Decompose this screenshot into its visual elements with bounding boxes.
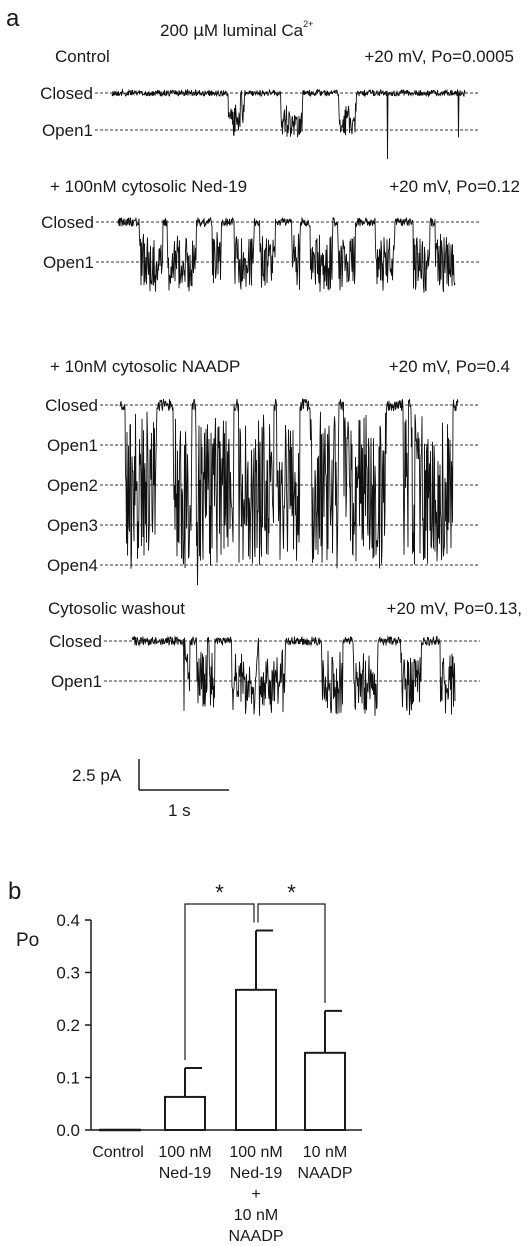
y-tick-label: 0.4 xyxy=(56,911,80,930)
significance-star: * xyxy=(215,880,224,905)
bar xyxy=(164,1095,206,1132)
panel-a: a 200 μM luminal Ca2+ Control +20 mV, Po=… xyxy=(6,5,522,820)
category-label: 10 nM xyxy=(234,1207,278,1224)
current-trace xyxy=(111,88,466,160)
category-label-list: Control 100 nM Ned-19 100 nM Ned-19 +10 nM NAA… xyxy=(92,1144,352,1245)
bar-list xyxy=(99,929,346,1132)
panel-b: b Po 0.00.10.20.30.4 * * Control 100 nMNed… xyxy=(8,878,362,1245)
y-tick-list: 0.0 0.1 0.2 0.3 0.4 xyxy=(56,911,91,1140)
y-tick-label: 0.1 xyxy=(56,1069,80,1088)
level-label: Closed xyxy=(41,213,94,232)
panel-b-letter: b xyxy=(8,878,21,905)
trace-condition-label: + 100nM cytosolic Ned-19 xyxy=(50,177,247,196)
panel-a-letter: a xyxy=(6,5,20,32)
trace-panel: Control +20 mV, Po=0.0005 Closed Open1 xyxy=(40,47,514,160)
category-label: Ned-19 xyxy=(230,1165,283,1182)
y-tick-label: 0.2 xyxy=(56,1016,80,1035)
current-trace xyxy=(119,398,459,586)
category-label: Ned-19 xyxy=(159,1165,212,1182)
current-trace xyxy=(117,216,456,293)
y-axis-label: Po xyxy=(16,930,39,951)
scale-bar: 2.5 pA 1 s xyxy=(72,759,229,820)
luminal-calcium-header: 200 μM luminal Ca2+ xyxy=(160,19,313,41)
trace-condition-label: + 10nM cytosolic NAADP xyxy=(50,357,240,376)
category-label: NAADP xyxy=(297,1165,352,1182)
category-label: + xyxy=(251,1186,260,1203)
significance-bracket xyxy=(184,903,255,1061)
level-label: Open2 xyxy=(47,476,98,495)
level-label: Open4 xyxy=(47,556,98,575)
category-label: 100 nM xyxy=(229,1144,282,1161)
trace-voltage-po-label: +20 mV, Po=0.13, xyxy=(387,599,522,618)
significance-brackets: * * xyxy=(184,880,326,1061)
level-label: Closed xyxy=(45,396,98,415)
level-label: Open1 xyxy=(51,672,102,691)
category-label: 10 nM xyxy=(303,1144,347,1161)
y-tick-label: 0.3 xyxy=(56,964,80,983)
category-label: Control xyxy=(92,1144,144,1161)
level-label: Closed xyxy=(40,84,93,103)
trace-condition-label: Control xyxy=(55,47,110,66)
trace-panel: Cytosolic washout +20 mV, Po=0.13, Closed O… xyxy=(48,599,522,716)
trace-panel: + 10nM cytosolic NAADP +20 mV, Po=0.4 Clos… xyxy=(45,357,510,586)
trace-voltage-po-label: +20 mV, Po=0.0005 xyxy=(364,47,514,66)
current-trace xyxy=(131,635,456,716)
trace-condition-label: Cytosolic washout xyxy=(48,599,185,618)
bar xyxy=(304,1051,346,1131)
trace-voltage-po-label: +20 mV, Po=0.4 xyxy=(389,357,510,376)
trace-voltage-po-label: +20 mV, Po=0.12 xyxy=(389,177,520,196)
bar xyxy=(235,988,277,1132)
category-label: NAADP xyxy=(228,1228,283,1245)
scale-bar-time-label: 1 s xyxy=(168,801,191,820)
level-label: Closed xyxy=(49,632,102,651)
level-label: Open1 xyxy=(43,253,94,272)
significance-star: * xyxy=(287,880,296,905)
trace-panel: + 100nM cytosolic Ned-19 +20 mV, Po=0.12 C… xyxy=(41,177,520,293)
level-label: Open3 xyxy=(47,516,98,535)
y-tick-label: 0.0 xyxy=(56,1121,80,1140)
level-label: Open1 xyxy=(47,436,98,455)
category-label: 100 nM xyxy=(158,1144,211,1161)
significance-bracket xyxy=(257,903,326,1003)
bar xyxy=(99,1128,141,1132)
scale-bar-current-label: 2.5 pA xyxy=(72,766,122,785)
level-label: Open1 xyxy=(42,121,93,140)
